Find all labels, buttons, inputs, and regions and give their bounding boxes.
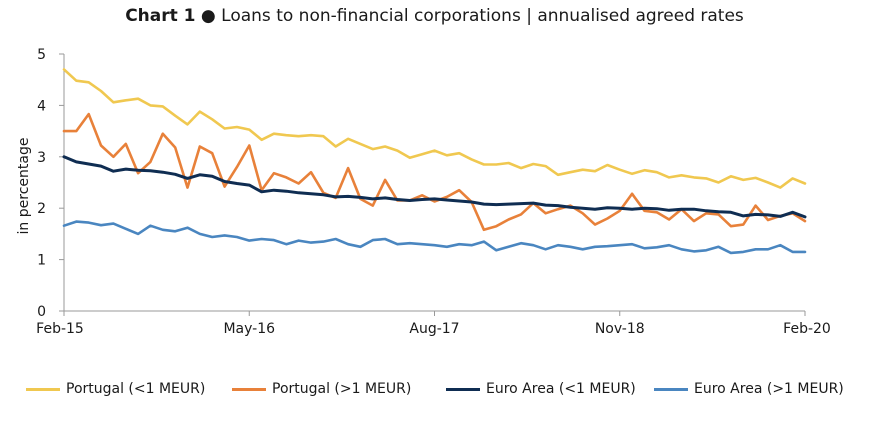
legend-swatch [232, 387, 266, 391]
y-tick-label: 3 [37, 150, 46, 166]
x-tick-label: Aug-17 [409, 321, 459, 337]
y-tick-label: 1 [37, 253, 46, 269]
axes [59, 53, 806, 316]
series-line-3 [62, 155, 807, 219]
legend: Portugal (<1 MEUR) Portugal (>1 MEUR) Euro… [0, 381, 869, 405]
legend-item-2: Portugal (>1 MEUR) [232, 381, 411, 397]
series-line-1 [62, 68, 807, 189]
chart-title-text: Loans to non-financial corporations | an… [221, 6, 744, 26]
legend-item-3: Euro Area (<1 MEUR) [446, 381, 636, 397]
legend-label: Portugal (>1 MEUR) [272, 381, 412, 397]
x-tick-label: Feb-15 [36, 321, 84, 337]
y-tick-label: 2 [37, 201, 46, 217]
legend-label: Euro Area (<1 MEUR) [486, 381, 636, 397]
chart-title-bullet: ● [200, 6, 216, 26]
series-line-4 [62, 220, 807, 255]
chart-title-bold: Chart 1 [125, 6, 196, 26]
series-line-2 [62, 112, 807, 232]
legend-swatch [26, 387, 60, 391]
legend-label: Portugal (<1 MEUR) [66, 381, 206, 397]
legend-item-4: Euro Area (>1 MEUR) [654, 381, 844, 397]
y-tick-label: 5 [37, 47, 46, 63]
x-tick-label: Nov-18 [595, 321, 645, 337]
legend-swatch [654, 387, 688, 391]
tick-labels: 0 1 2 3 4 5 Feb-15 May-16 Aug-17 Nov-18 Feb-20 [36, 47, 831, 337]
y-axis-label: in percentage [16, 138, 32, 235]
x-tick-label: May-16 [223, 321, 275, 337]
legend-item-1: Portugal (<1 MEUR) [26, 381, 205, 397]
chart-title: Chart 1 ● Loans to non-financial corpora… [0, 6, 869, 26]
series-lines [62, 68, 807, 255]
y-tick-label: 0 [37, 304, 46, 320]
legend-label: Euro Area (>1 MEUR) [694, 381, 844, 397]
x-tick-label: Feb-20 [783, 321, 831, 337]
legend-swatch [446, 387, 480, 391]
y-tick-label: 4 [37, 98, 46, 114]
